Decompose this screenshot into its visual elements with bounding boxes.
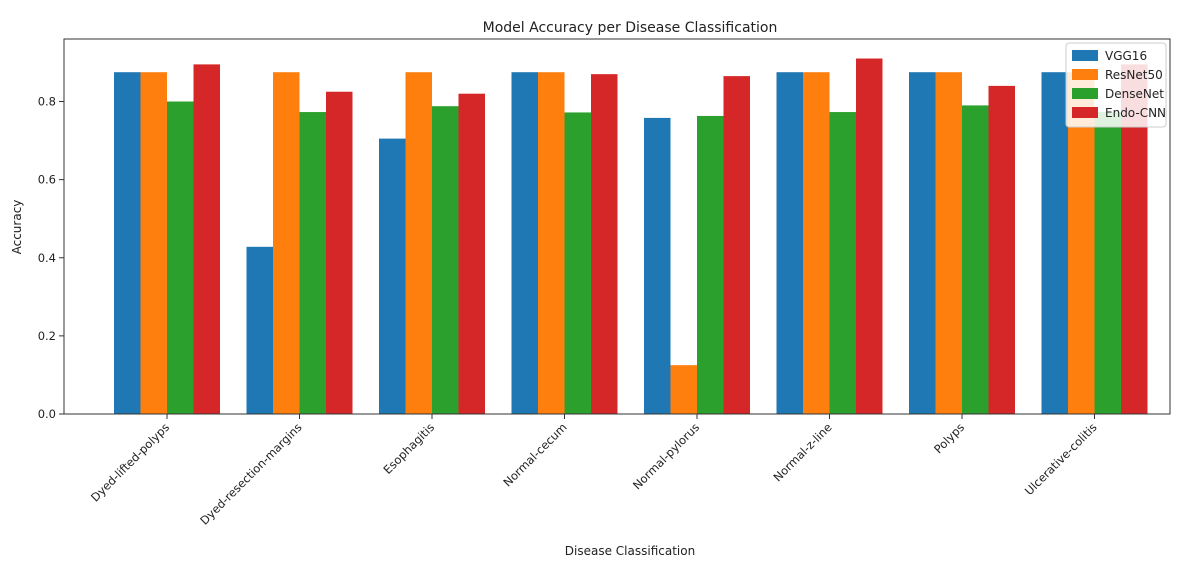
x-tick-label: Polyps — [931, 420, 967, 456]
bar-resnet50-3 — [538, 72, 565, 414]
y-tick-label: 0.4 — [38, 251, 56, 265]
y-axis: 0.0 0.2 0.4 0.6 0.8 — [38, 95, 64, 421]
y-tick-label: 0.8 — [38, 95, 56, 109]
x-tick-label: Normal-cecum — [500, 420, 569, 489]
bar-densenet-4 — [697, 115, 724, 414]
x-tick-label: Ulcerative-colitis — [1022, 420, 1100, 498]
bar-resnet50-1 — [273, 72, 300, 414]
legend-swatch — [1072, 50, 1098, 61]
bar-densenet-1 — [299, 112, 326, 415]
legend-swatch — [1072, 88, 1098, 99]
bar-vgg16-4 — [644, 117, 671, 414]
bar-endo-cnn-5 — [856, 58, 883, 414]
x-axis-title: Disease Classification — [565, 544, 695, 558]
bar-resnet50-4 — [670, 365, 697, 414]
bar-endo-cnn-4 — [723, 76, 750, 415]
x-tick-label: Dyed-lifted-polyps — [88, 420, 172, 504]
legend-label: ResNet50 — [1105, 68, 1163, 82]
bar-vgg16-0 — [114, 72, 141, 414]
legend: VGG16 ResNet50 DenseNet Endo-CNN — [1065, 42, 1167, 128]
x-tick-label: Esophagitis — [380, 420, 437, 477]
bar-densenet-6 — [962, 105, 989, 414]
legend-label: Endo-CNN — [1105, 106, 1166, 120]
bar-endo-cnn-1 — [326, 91, 353, 414]
x-tick-label: Dyed-resection-margins — [197, 420, 304, 527]
bar-resnet50-7 — [1068, 72, 1095, 414]
bar-vgg16-3 — [511, 72, 538, 414]
bar-endo-cnn-6 — [988, 85, 1015, 415]
legend-label: VGG16 — [1105, 49, 1147, 63]
y-tick-label: 0.0 — [38, 407, 56, 421]
bar-densenet-0 — [167, 101, 194, 414]
bars-group — [114, 58, 1148, 415]
bar-densenet-5 — [829, 112, 856, 415]
bar-vgg16-6 — [909, 72, 936, 414]
bar-endo-cnn-3 — [591, 74, 618, 414]
bar-densenet-7 — [1094, 112, 1121, 415]
x-axis: Dyed-lifted-polyps Dyed-resection-margins… — [88, 414, 1100, 528]
legend-swatch — [1072, 107, 1098, 118]
bar-resnet50-2 — [405, 72, 432, 414]
bar-densenet-2 — [432, 106, 459, 414]
x-tick-label: Normal-z-line — [770, 420, 834, 484]
bar-vgg16-5 — [776, 72, 803, 414]
bar-vgg16-2 — [379, 138, 406, 415]
bar-resnet50-6 — [935, 72, 962, 414]
chart-title: Model Accuracy per Disease Classificatio… — [483, 20, 778, 36]
bar-endo-cnn-0 — [193, 64, 220, 414]
bar-vgg16-7 — [1041, 72, 1068, 414]
bar-endo-cnn-2 — [458, 93, 485, 414]
legend-swatch — [1072, 69, 1098, 80]
bar-resnet50-0 — [140, 72, 167, 414]
bar-resnet50-5 — [803, 72, 830, 414]
x-tick-label: Normal-pylorus — [630, 420, 702, 492]
bar-densenet-3 — [564, 112, 591, 414]
plot-frame — [63, 38, 1171, 415]
y-tick-label: 0.2 — [38, 329, 56, 343]
y-tick-label: 0.6 — [38, 173, 56, 187]
bar-vgg16-1 — [246, 246, 273, 414]
legend-label: DenseNet — [1105, 87, 1164, 101]
legend-box — [1065, 42, 1167, 128]
y-axis-title: Accuracy — [10, 200, 24, 255]
